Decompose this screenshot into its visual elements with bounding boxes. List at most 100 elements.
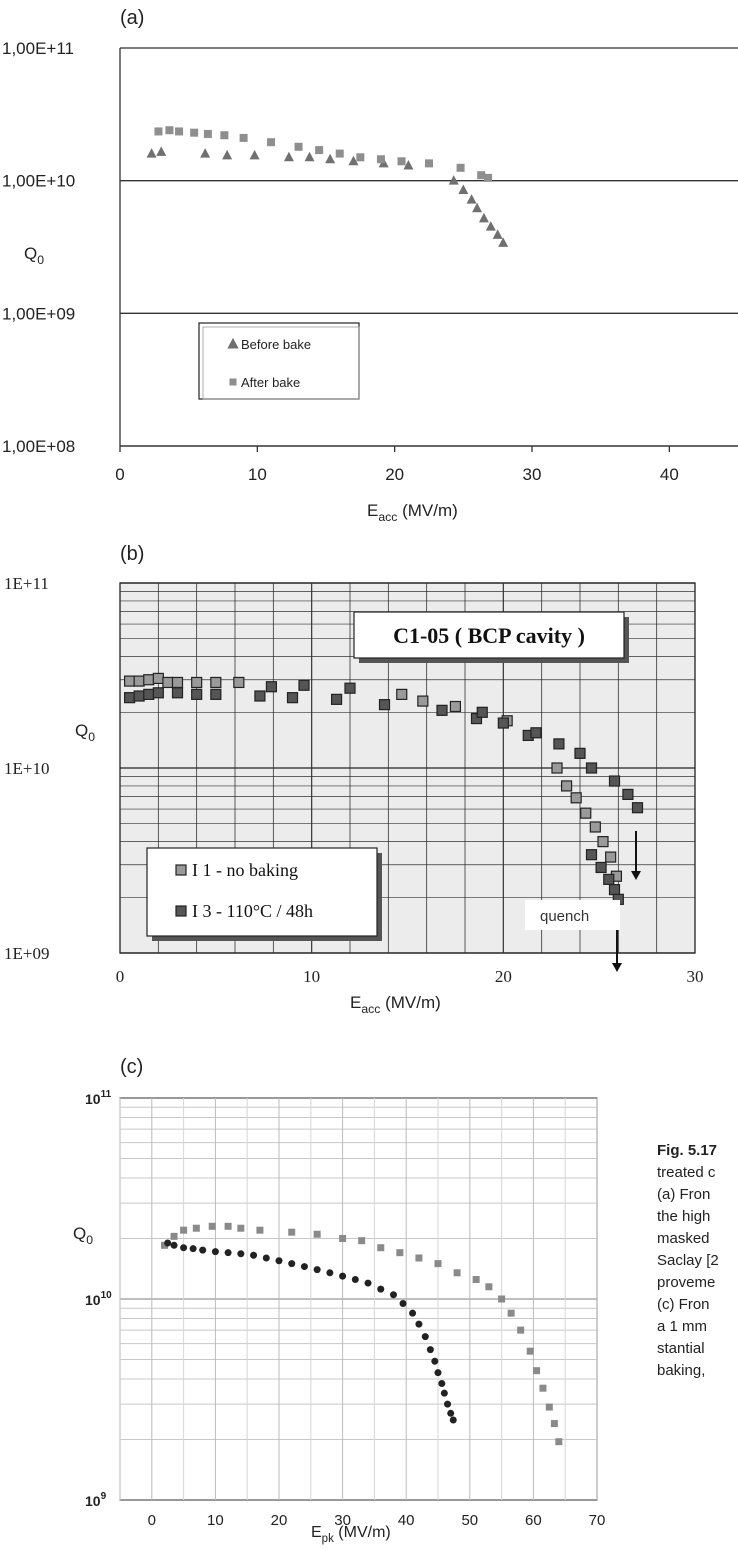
quench-arrow-lower-head — [612, 963, 622, 972]
panel-label-c: (c) — [120, 1056, 143, 1078]
data-point-c — [288, 1260, 296, 1268]
y-tick-label-c: 1011 — [85, 1089, 112, 1107]
data-point-c — [170, 1232, 178, 1240]
y-tick-label-c: 109 — [85, 1491, 107, 1509]
data-point-b — [171, 687, 184, 699]
data-point-b — [560, 780, 573, 792]
y-tick-base-c: 10 — [85, 1493, 101, 1509]
y-tick-label-c: 1010 — [85, 1290, 112, 1308]
data-point-c — [351, 1276, 359, 1284]
legend-marker-b — [175, 905, 187, 917]
data-point-c — [275, 1257, 283, 1265]
data-point-a — [458, 184, 469, 195]
x-tick-label-c: 10 — [207, 1512, 224, 1529]
caption-line: baking, — [657, 1362, 706, 1379]
y-axis-label-c: Q0 — [73, 1224, 93, 1247]
caption-line: masked — [657, 1230, 710, 1247]
y-tick-label-a: 1,00E+11 — [2, 39, 74, 58]
x-tick-label-b: 20 — [495, 967, 512, 986]
data-point-a — [484, 173, 493, 182]
x-axis-label-c: Epk (MV/m) — [311, 1524, 391, 1545]
data-point-b — [233, 676, 245, 689]
data-point-a — [294, 142, 303, 151]
series-b-0 — [123, 672, 623, 882]
data-point-c — [533, 1367, 541, 1375]
y-tick-label-b: 1E+09 — [4, 944, 49, 963]
quench-annotation: quench — [540, 908, 589, 925]
y-tick-label-a: 1,00E+09 — [2, 304, 75, 323]
data-point-a — [425, 159, 433, 168]
data-point-c — [438, 1379, 446, 1387]
x-axis-label-a-main: E — [367, 501, 378, 520]
data-point-a — [304, 151, 315, 162]
data-point-b — [595, 861, 607, 874]
legend-inner-a — [202, 326, 360, 400]
data-point-c — [339, 1272, 347, 1280]
data-point-a — [498, 237, 509, 247]
data-point-c — [358, 1237, 366, 1245]
data-point-c — [170, 1241, 178, 1249]
data-point-b — [497, 717, 509, 729]
data-point-c — [447, 1409, 455, 1417]
caption-line: stantial — [657, 1340, 705, 1357]
x-axis-label-a: Eacc (MV/m) — [367, 501, 458, 524]
x-tick-label-b: 0 — [116, 967, 125, 986]
x-tick-label-c: 20 — [271, 1512, 288, 1529]
data-point-a — [325, 153, 336, 164]
y-tick-exponent-c: 9 — [101, 1491, 107, 1502]
data-point-b — [191, 676, 203, 689]
data-point-b — [210, 688, 222, 700]
panel-label-a: (a) — [120, 7, 144, 29]
legend-label-a: Before bake — [241, 337, 311, 352]
y-tick-base-c: 10 — [85, 1091, 101, 1107]
data-point-c — [449, 1416, 457, 1424]
y-tick-base-c: 10 — [85, 1292, 101, 1308]
x-axis-label-a-unit: (MV/m) — [397, 501, 457, 520]
data-point-c — [224, 1222, 232, 1230]
data-point-b — [123, 675, 136, 687]
caption-line: Saclay [2 — [657, 1252, 719, 1269]
x-axis-label-c-main: E — [311, 1524, 322, 1541]
data-point-c — [415, 1320, 423, 1328]
data-point-a — [335, 149, 344, 158]
y-axis-label-a: Q0 — [24, 244, 44, 267]
x-axis-label-b: Eacc (MV/m) — [350, 993, 441, 1016]
quench-arrow-upper-head — [631, 871, 641, 880]
data-point-b — [436, 704, 448, 716]
data-point-a — [456, 163, 465, 172]
x-tick-label-b: 10 — [303, 967, 320, 986]
data-point-b — [417, 695, 429, 707]
x-tick-label-b: 30 — [687, 967, 704, 986]
data-point-c — [224, 1249, 232, 1257]
data-point-c — [426, 1346, 434, 1354]
data-point-a — [220, 131, 229, 140]
data-point-a — [485, 221, 496, 231]
legend-marker-a — [227, 337, 239, 349]
data-point-c — [237, 1224, 245, 1232]
data-point-a — [283, 151, 294, 162]
data-point-c — [555, 1438, 563, 1446]
data-point-b — [378, 699, 391, 711]
data-point-b — [143, 674, 155, 686]
figure-caption: Fig. 5.17 treated c (a) Fron the high masked… — [657, 1140, 738, 1382]
x-axis-label-b-main: E — [350, 993, 361, 1012]
data-point-c — [415, 1254, 423, 1262]
y-tick-label-a: 1,00E+10 — [2, 172, 75, 191]
data-point-c — [396, 1249, 404, 1257]
data-point-c — [472, 1276, 480, 1284]
data-point-b — [123, 692, 136, 704]
data-point-a — [146, 148, 157, 158]
x-tick-label-c: 0 — [148, 1512, 156, 1529]
data-point-c — [326, 1269, 334, 1277]
x-axis-label-a-subscript: acc — [378, 510, 397, 524]
data-point-b — [605, 851, 617, 863]
x-tick-label-c: 40 — [398, 1512, 415, 1529]
data-point-c — [399, 1299, 407, 1307]
caption-line: the high — [657, 1208, 711, 1225]
data-point-c — [545, 1403, 553, 1411]
data-point-b — [476, 706, 488, 718]
data-point-b — [133, 690, 145, 702]
data-point-c — [377, 1285, 385, 1293]
data-point-c — [526, 1347, 534, 1355]
